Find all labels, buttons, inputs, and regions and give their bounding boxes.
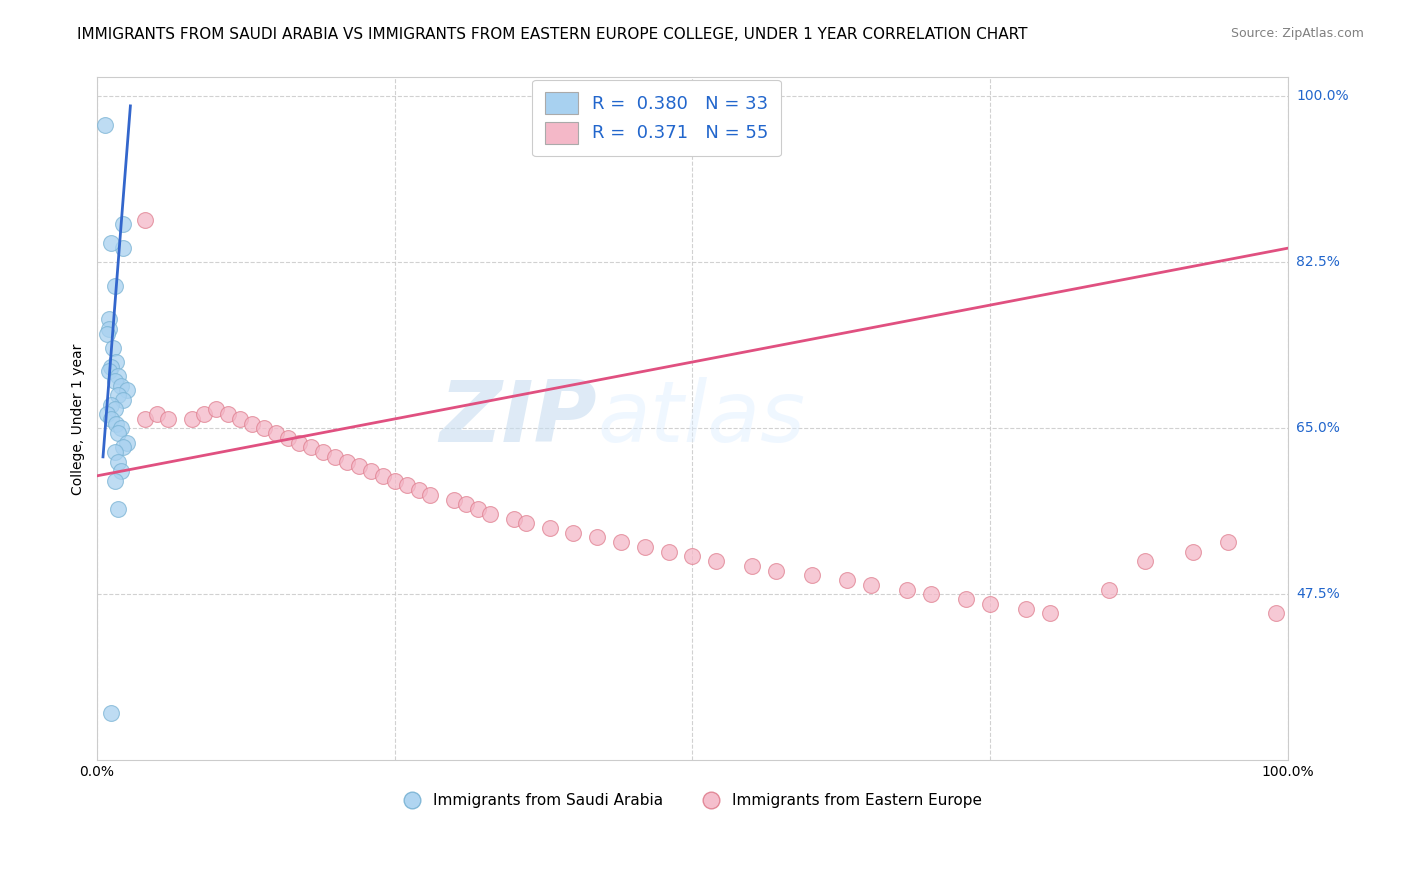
Point (1265, 607, 1288, 621)
Point (896, 582, 918, 597)
Point (96, 326, 118, 341)
Point (479, 507, 502, 521)
Point (264, 426, 287, 441)
Point (586, 531, 609, 545)
Point (610, 535, 633, 549)
Point (979, 597, 1001, 611)
Point (112, 441, 135, 455)
Point (1039, 607, 1062, 621)
Point (312, 445, 335, 459)
Point (107, 454, 129, 468)
Text: IMMIGRANTS FROM SAUDI ARABIA VS IMMIGRANTS FROM EASTERN EUROPE COLLEGE, UNDER 1 : IMMIGRANTS FROM SAUDI ARABIA VS IMMIGRAN… (77, 27, 1028, 42)
Point (288, 435, 311, 450)
Point (360, 464, 382, 478)
Text: 47.5%: 47.5% (1296, 588, 1340, 601)
Text: 65.0%: 65.0% (1296, 421, 1340, 435)
Point (681, 549, 703, 564)
Text: 100.0%: 100.0% (1296, 89, 1348, 103)
Point (115, 384, 138, 398)
Point (837, 573, 859, 587)
Point (408, 483, 430, 497)
Point (134, 212, 156, 227)
Point (502, 511, 524, 525)
Text: 82.5%: 82.5% (1296, 255, 1340, 269)
Point (515, 516, 537, 531)
Point (134, 412, 156, 426)
Point (104, 402, 127, 417)
Point (101, 341, 124, 355)
Point (100, 706, 122, 720)
Point (104, 374, 127, 388)
Point (860, 578, 883, 592)
Point (100, 412, 122, 426)
Y-axis label: College, Under 1 year: College, Under 1 year (72, 343, 86, 494)
Point (97, 312, 120, 326)
Point (100, 359, 122, 374)
Point (419, 488, 441, 502)
Point (395, 478, 418, 492)
Point (741, 558, 763, 573)
Point (955, 592, 977, 607)
Point (107, 369, 129, 384)
Point (1133, 554, 1156, 568)
Text: ZIP: ZIP (440, 377, 598, 460)
Point (1098, 582, 1121, 597)
Point (217, 407, 239, 421)
Point (538, 521, 561, 535)
Point (205, 402, 228, 417)
Point (96, 407, 118, 421)
Point (145, 407, 167, 421)
Point (104, 474, 127, 488)
Point (384, 474, 406, 488)
Point (193, 407, 215, 421)
Point (115, 435, 138, 450)
Point (107, 426, 129, 441)
Point (112, 218, 135, 232)
Point (920, 587, 942, 601)
Point (97, 364, 120, 378)
Point (336, 454, 359, 468)
Point (1181, 545, 1204, 559)
Point (110, 421, 132, 435)
Text: Source: ZipAtlas.com: Source: ZipAtlas.com (1230, 27, 1364, 40)
Point (456, 497, 478, 511)
Point (240, 417, 263, 431)
Point (110, 464, 132, 478)
Point (107, 388, 129, 402)
Point (157, 412, 180, 426)
Point (112, 241, 135, 255)
Point (1015, 601, 1038, 615)
Point (1218, 535, 1240, 549)
Point (299, 441, 322, 455)
Point (104, 445, 127, 459)
Point (800, 568, 823, 582)
Point (94, 118, 117, 132)
Point (100, 236, 122, 251)
Point (105, 417, 128, 431)
Point (562, 525, 585, 540)
Point (107, 502, 129, 516)
Text: atlas: atlas (598, 377, 806, 460)
Point (112, 392, 135, 407)
Point (347, 459, 370, 474)
Point (110, 378, 132, 392)
Point (229, 412, 252, 426)
Point (467, 502, 489, 516)
Point (443, 492, 465, 507)
Point (104, 279, 127, 293)
Point (704, 554, 727, 568)
Point (765, 564, 787, 578)
Point (658, 545, 681, 559)
Point (323, 450, 346, 464)
Point (181, 412, 204, 426)
Point (253, 421, 276, 435)
Point (634, 540, 657, 554)
Legend: Immigrants from Saudi Arabia, Immigrants from Eastern Europe: Immigrants from Saudi Arabia, Immigrants… (396, 787, 988, 814)
Point (277, 431, 299, 445)
Point (105, 355, 128, 369)
Point (97, 322, 120, 336)
Point (371, 468, 394, 483)
Point (100, 398, 122, 412)
